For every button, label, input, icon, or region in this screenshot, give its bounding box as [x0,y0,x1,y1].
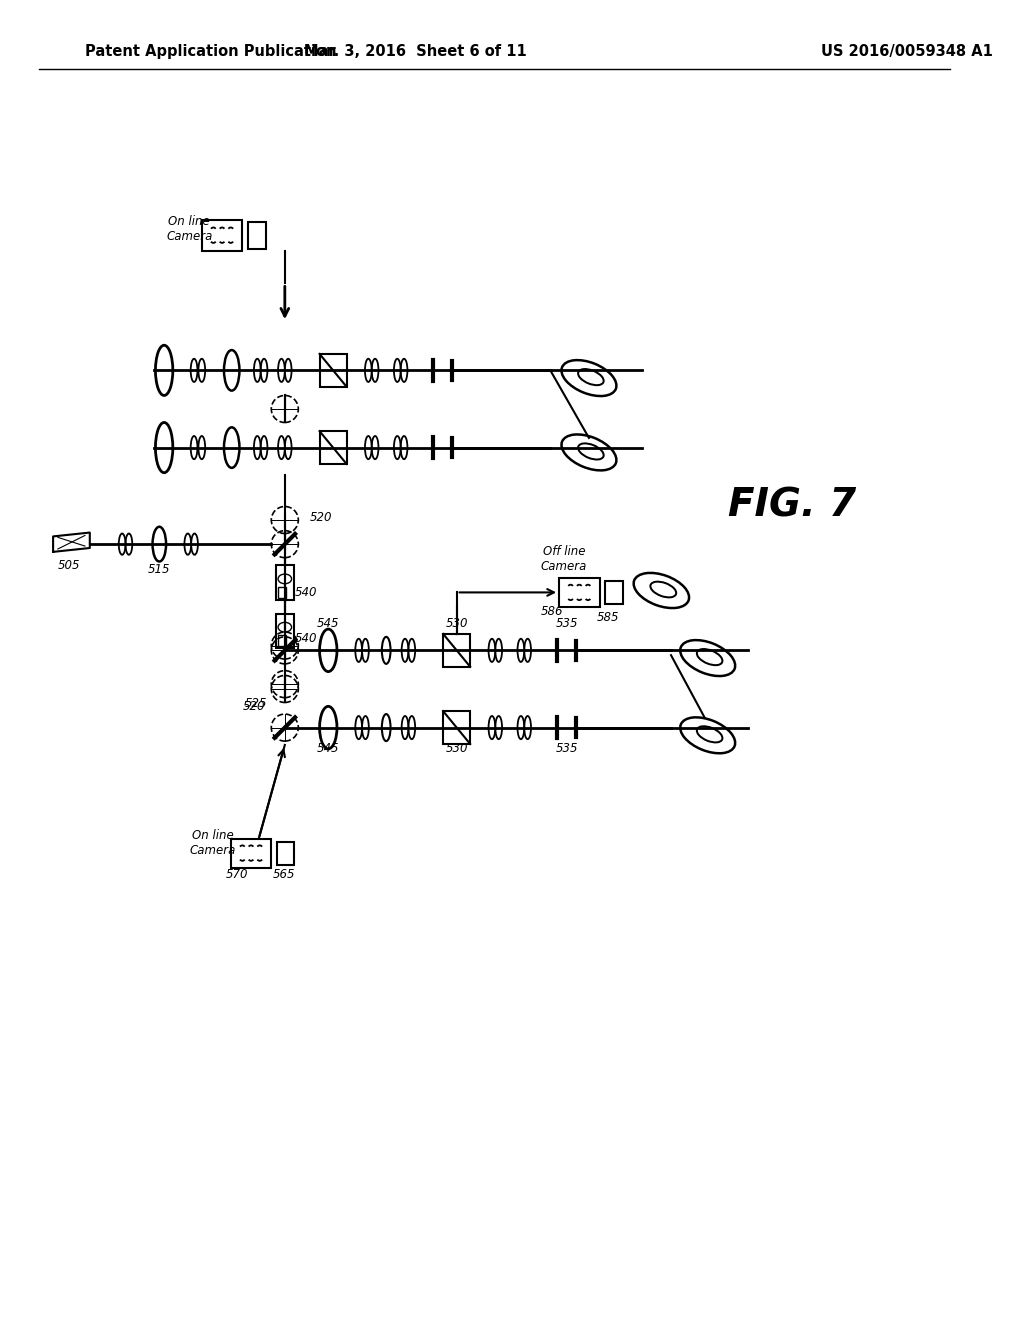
Bar [319,432,346,465]
Bar [443,634,470,667]
Text: On line
Camera: On line Camera [166,215,212,243]
Text: 520: 520 [310,511,333,524]
Bar [443,711,470,744]
Bar [605,581,623,605]
Bar [319,354,346,387]
Text: 586: 586 [541,606,563,618]
Text: 570: 570 [226,867,249,880]
Bar [202,219,243,251]
Text: Patent Application Publication: Patent Application Publication [85,45,337,59]
Text: 545: 545 [317,616,340,630]
Bar [276,614,294,648]
Bar [279,586,286,598]
Text: 515: 515 [148,562,171,576]
Text: 545: 545 [317,742,340,755]
Bar [230,838,271,867]
Text: 585: 585 [597,611,620,624]
Text: 530: 530 [445,616,468,630]
Text: 565: 565 [272,867,295,880]
Text: 505: 505 [58,558,81,572]
Text: 525: 525 [245,697,267,710]
Text: 535: 535 [555,616,578,630]
Text: 535: 535 [555,742,578,755]
Text: 540: 540 [295,632,317,645]
Bar [278,842,295,865]
Text: On line
Camera: On line Camera [189,829,236,858]
Text: Off line
Camera: Off line Camera [541,545,587,573]
Text: 520: 520 [243,700,265,713]
Text: FIG. 7: FIG. 7 [728,487,856,524]
Text: Mar. 3, 2016  Sheet 6 of 11: Mar. 3, 2016 Sheet 6 of 11 [304,45,526,59]
Bar [559,578,600,607]
Bar [248,222,265,248]
Text: US 2016/0059348 A1: US 2016/0059348 A1 [820,45,992,59]
Bar [279,635,286,647]
Text: 540: 540 [295,586,317,599]
Bar [276,565,294,601]
Text: 530: 530 [445,742,468,755]
